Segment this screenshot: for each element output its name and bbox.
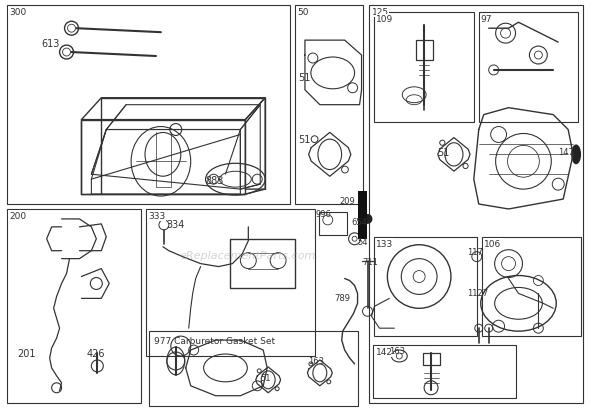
Ellipse shape (571, 145, 581, 165)
Text: 51: 51 (260, 373, 271, 382)
Text: 51: 51 (298, 73, 310, 83)
Text: 125: 125 (372, 8, 389, 17)
Bar (146, 209, 315, 356)
Bar (295, 6, 362, 204)
Text: 200: 200 (9, 211, 26, 221)
Bar (7, 6, 290, 204)
Text: 333: 333 (148, 211, 165, 221)
Text: 51: 51 (437, 148, 450, 158)
Bar (423, 353, 440, 365)
Text: 209: 209 (340, 197, 355, 206)
Bar (369, 6, 583, 403)
Text: 142: 142 (375, 347, 392, 356)
Text: 334: 334 (166, 219, 184, 229)
Text: 54: 54 (358, 237, 368, 246)
Bar (373, 345, 516, 398)
Text: 613: 613 (42, 39, 60, 49)
Text: 117: 117 (467, 247, 483, 256)
Text: 1127: 1127 (467, 289, 488, 298)
Bar (81, 120, 245, 195)
Text: 97: 97 (481, 15, 492, 24)
Text: eReplacementParts.com: eReplacementParts.com (180, 251, 316, 261)
Text: 201: 201 (17, 348, 35, 358)
Bar (416, 41, 433, 61)
Text: 163: 163 (308, 356, 324, 365)
Text: 654: 654 (352, 217, 368, 226)
Bar (231, 239, 295, 289)
Text: 106: 106 (484, 239, 501, 248)
Bar (482, 237, 581, 336)
Text: 883: 883 (205, 176, 224, 186)
Text: 300: 300 (9, 8, 26, 17)
Bar (375, 237, 477, 336)
Text: 51: 51 (298, 135, 310, 145)
Text: 426: 426 (86, 348, 105, 358)
Bar (375, 13, 474, 122)
Text: 109: 109 (376, 15, 394, 24)
Text: 789: 789 (335, 294, 350, 303)
Bar (478, 13, 578, 122)
Text: 996: 996 (316, 209, 332, 218)
Text: 711: 711 (362, 257, 378, 266)
Bar (358, 192, 366, 239)
Text: 133: 133 (376, 239, 394, 248)
Bar (319, 212, 347, 235)
Text: 163: 163 (389, 346, 405, 355)
Circle shape (362, 214, 372, 224)
Bar (149, 331, 358, 406)
Bar (7, 209, 141, 403)
Text: 147: 147 (558, 148, 574, 157)
Text: 50: 50 (297, 8, 309, 17)
Text: 977 Carburetor Gasket Set: 977 Carburetor Gasket Set (154, 336, 275, 345)
